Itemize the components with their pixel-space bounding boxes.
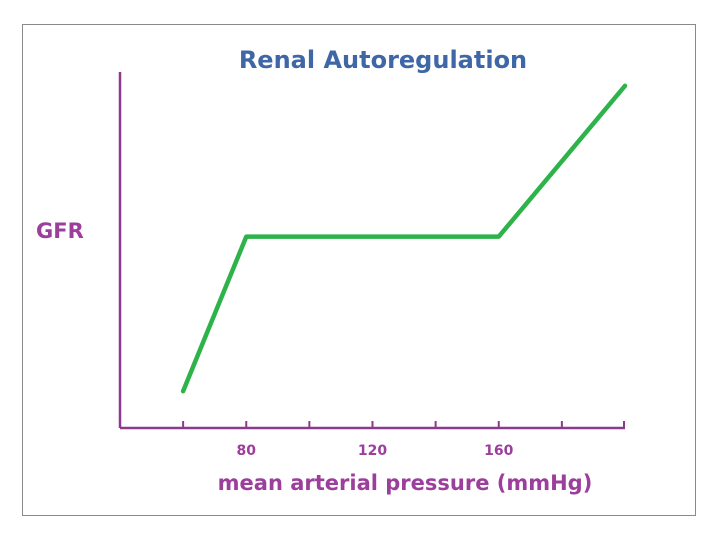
x-tick-label-120: 120 [358,443,387,459]
x-tick-label-80: 80 [237,443,257,459]
y-axis-label: GFR [36,219,84,243]
x-tick-label-160: 160 [484,443,513,459]
x-axis-label: mean arterial pressure (mmHg) [218,471,593,495]
x-tick-labels: 80 120 160 [237,443,514,459]
x-ticks [182,421,625,428]
chart-frame [22,24,696,516]
gfr-series-line [180,83,628,394]
chart-title: Renal Autoregulation [239,46,527,74]
